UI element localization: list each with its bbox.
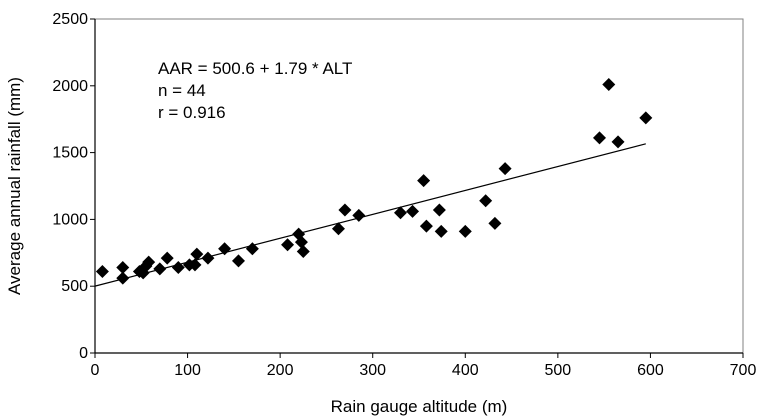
data-point bbox=[419, 219, 433, 233]
x-axis-label: Rain gauge altitude (m) bbox=[331, 397, 508, 416]
data-point bbox=[190, 247, 204, 261]
data-point bbox=[611, 135, 625, 149]
y-tick-label: 2000 bbox=[52, 78, 88, 95]
data-point bbox=[498, 162, 512, 176]
data-point bbox=[218, 242, 232, 256]
data-point bbox=[116, 260, 130, 274]
data-point bbox=[116, 271, 130, 285]
plot-area bbox=[94, 18, 744, 354]
x-axis-ticks: 0 100 200 300 400 500 600 700 bbox=[91, 353, 757, 379]
x-tick-label: 200 bbox=[267, 362, 294, 379]
data-point bbox=[406, 204, 420, 218]
data-point bbox=[352, 208, 366, 222]
x-tick-label: 600 bbox=[637, 362, 664, 379]
data-point bbox=[432, 203, 446, 217]
data-point bbox=[602, 77, 616, 91]
y-axis-label: Average annual rainfall (mm) bbox=[5, 77, 24, 295]
data-point bbox=[231, 254, 245, 268]
data-point bbox=[160, 251, 174, 265]
annotation-equation: AAR = 500.6 + 1.79 * ALT bbox=[158, 59, 352, 78]
data-point bbox=[639, 111, 653, 125]
data-point bbox=[294, 235, 308, 249]
y-tick-label: 1500 bbox=[52, 145, 88, 162]
data-point bbox=[593, 131, 607, 145]
data-point bbox=[296, 244, 310, 258]
x-tick-label: 0 bbox=[91, 362, 100, 379]
data-point bbox=[393, 206, 407, 220]
annotation-r: r = 0.916 bbox=[158, 103, 226, 122]
data-point bbox=[171, 260, 185, 274]
x-tick-label: 700 bbox=[730, 362, 757, 379]
data-point bbox=[417, 174, 431, 188]
data-point bbox=[458, 224, 472, 238]
y-axis-ticks: 0 500 1000 1500 2000 2500 bbox=[52, 11, 95, 362]
y-tick-label: 1000 bbox=[52, 211, 88, 228]
data-point bbox=[281, 238, 295, 252]
data-point bbox=[188, 258, 202, 272]
data-point bbox=[245, 242, 259, 256]
data-point bbox=[201, 251, 215, 265]
annotation-n: n = 44 bbox=[158, 81, 206, 100]
data-point bbox=[338, 203, 352, 217]
data-point bbox=[479, 194, 493, 208]
data-point bbox=[488, 216, 502, 230]
data-point bbox=[95, 265, 109, 279]
data-points bbox=[95, 77, 653, 285]
x-tick-label: 100 bbox=[174, 362, 201, 379]
data-point bbox=[331, 222, 345, 236]
y-tick-label: 0 bbox=[79, 345, 88, 362]
data-point bbox=[142, 255, 156, 269]
y-tick-label: 2500 bbox=[52, 11, 88, 28]
data-point bbox=[434, 224, 448, 238]
y-tick-label: 500 bbox=[61, 278, 88, 295]
data-point bbox=[153, 262, 167, 276]
x-tick-label: 500 bbox=[545, 362, 572, 379]
x-tick-label: 400 bbox=[452, 362, 479, 379]
axes bbox=[94, 19, 743, 354]
x-tick-label: 300 bbox=[359, 362, 386, 379]
